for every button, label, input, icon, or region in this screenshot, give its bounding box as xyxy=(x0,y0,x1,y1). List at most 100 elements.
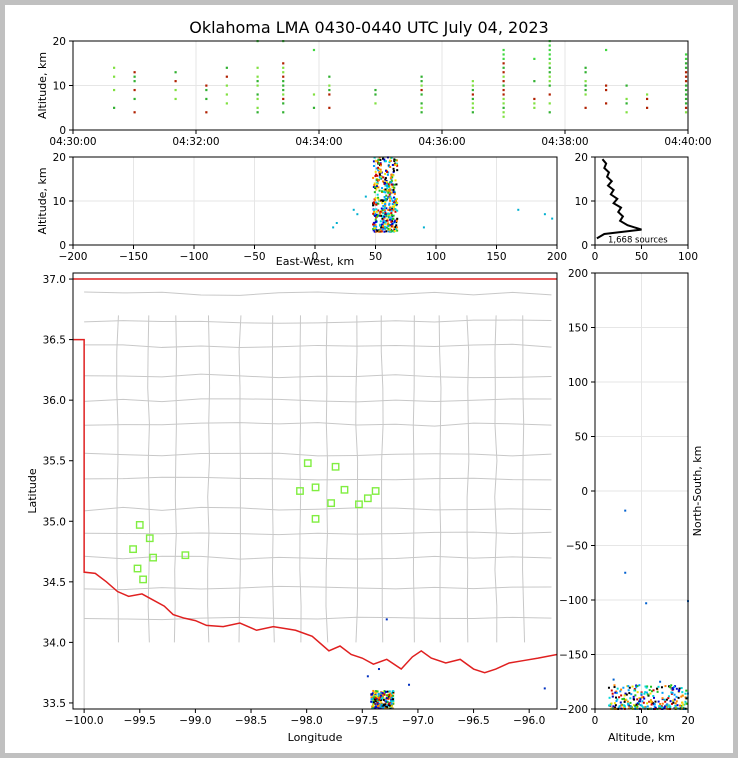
time-height-source-point xyxy=(502,102,505,105)
plan-source-point xyxy=(370,696,373,699)
plan-tick-label-x: −97.0 xyxy=(402,715,434,727)
ew-source-point xyxy=(392,169,395,172)
station-marker xyxy=(135,521,144,529)
ns-source-point xyxy=(634,706,637,709)
ew-source-point xyxy=(383,182,386,185)
ns-source-point xyxy=(640,691,643,694)
time-height-source-point xyxy=(584,80,587,83)
ew-source-point xyxy=(393,183,396,186)
plan-source-point xyxy=(385,700,388,703)
ew-source-point xyxy=(376,193,379,196)
ew-source-point xyxy=(374,186,377,189)
ns-source-point xyxy=(677,696,680,699)
ew-tick-label-x: −50 xyxy=(243,251,265,263)
ew-source-point xyxy=(374,212,377,215)
ns-plot-frame xyxy=(594,272,689,710)
ew-source-point xyxy=(385,207,388,210)
ew-outlier-point xyxy=(551,217,554,220)
histogram-tick-label-y: 10 xyxy=(575,196,588,208)
ew-source-point xyxy=(375,167,378,170)
ew-source-point xyxy=(388,165,391,168)
ew-source-point xyxy=(390,208,393,211)
time-height-source-point xyxy=(256,111,259,114)
ns-source-point xyxy=(670,684,673,687)
ns-source-point xyxy=(664,685,667,688)
plan-tick-label-y: 36.5 xyxy=(43,335,66,347)
time-height-source-point xyxy=(420,102,423,105)
time-height-source-point xyxy=(548,53,551,56)
county-line xyxy=(466,315,470,643)
ew-source-point xyxy=(390,197,393,200)
ew-source-point xyxy=(377,196,380,199)
plan-source-point xyxy=(392,694,395,697)
plan-source-point xyxy=(390,707,393,709)
ns-source-point xyxy=(633,688,636,691)
ew-source-point xyxy=(376,181,379,184)
ew-source-point xyxy=(381,225,384,228)
ns-tick-label-y: 50 xyxy=(575,432,588,444)
ns-tick-label-y: 0 xyxy=(581,486,588,498)
ew-source-point xyxy=(384,169,387,172)
ew-source-point xyxy=(390,209,393,212)
ns-source-point xyxy=(610,702,613,705)
time-height-source-point xyxy=(471,106,474,109)
ns-source-point xyxy=(624,692,627,695)
ew-source-point xyxy=(392,174,395,177)
ns-source-point xyxy=(648,689,651,692)
plan-tick-label-y: 36.0 xyxy=(43,395,66,407)
ew-source-point xyxy=(390,225,393,228)
ns-source-point xyxy=(653,703,656,706)
ew-tick-label-x: 200 xyxy=(547,251,567,263)
time-height-source-point xyxy=(548,71,551,74)
ew-outlier-point xyxy=(422,226,425,229)
ew-source-point xyxy=(384,178,387,181)
ew-source-point xyxy=(386,170,389,173)
ns-source-point xyxy=(626,700,629,703)
ew-source-point xyxy=(372,225,375,228)
ns-source-point xyxy=(607,686,610,689)
ew-source-point xyxy=(378,212,381,215)
plan-source-point xyxy=(372,689,375,692)
ew-source-point xyxy=(381,157,384,160)
ns-source-point xyxy=(628,692,631,695)
ew-source-point xyxy=(385,219,388,222)
ns-source-point xyxy=(613,702,616,705)
ns-source-point xyxy=(673,686,676,689)
ew-source-point xyxy=(392,167,395,170)
ns-tick-label-x: 0 xyxy=(592,715,599,727)
ew-source-point xyxy=(377,169,380,172)
plan-source-point xyxy=(383,692,386,695)
ew-source-point xyxy=(384,203,387,206)
time-height-source-point xyxy=(174,71,177,74)
ew-source-point xyxy=(387,191,390,194)
time-height-source-point xyxy=(533,57,536,60)
time-height-tick-label-y: 10 xyxy=(53,81,66,93)
ew-source-point xyxy=(386,219,389,222)
ew-source-point xyxy=(384,204,387,207)
time-height-source-point xyxy=(684,80,688,83)
ns-source-point xyxy=(629,701,632,704)
plan-outlier-point xyxy=(385,618,388,621)
plan-source-point xyxy=(377,695,380,698)
histogram-tick-label-y: 0 xyxy=(581,240,588,252)
ew-source-point xyxy=(378,224,381,227)
time-height-source-point xyxy=(471,93,474,96)
time-height-source-point xyxy=(312,106,316,109)
ew-source-point xyxy=(383,216,386,219)
county-line xyxy=(84,585,552,591)
ew-source-point xyxy=(375,188,378,191)
ew-source-point xyxy=(389,206,392,209)
ew-outlier-point xyxy=(543,213,546,216)
time-height-source-point xyxy=(684,102,688,105)
time-height-source-point xyxy=(471,97,474,101)
ns-source-point xyxy=(678,689,681,692)
time-height-source-point xyxy=(502,66,505,69)
time-height-tick-label-x: 04:30:00 xyxy=(49,136,96,148)
ew-source-point xyxy=(377,230,380,233)
ew-source-point xyxy=(393,227,396,230)
time-height-source-point xyxy=(471,102,474,105)
ns-source-point xyxy=(623,699,626,702)
time-height-source-point xyxy=(684,97,688,101)
time-height-source-point xyxy=(684,88,688,92)
plan-source-point xyxy=(380,693,383,696)
